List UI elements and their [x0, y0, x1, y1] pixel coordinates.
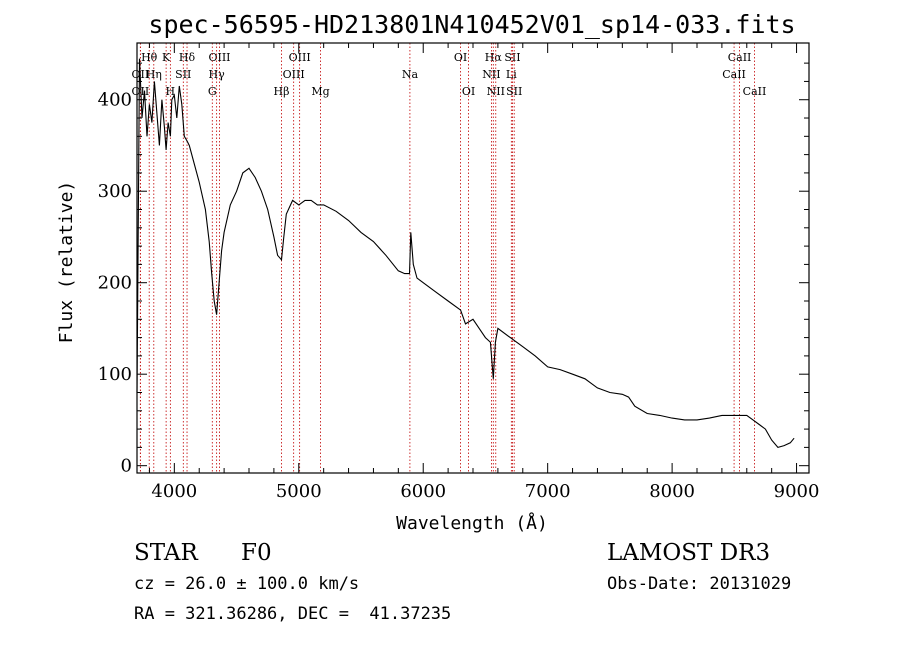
x-tick-label: 9000 [774, 481, 820, 502]
redshift-cz: cz = 26.0 ± 100.0 km/s [134, 574, 360, 594]
line-marker-label: NII [482, 68, 500, 81]
x-tick-label: 4000 [151, 481, 197, 502]
x-tick-label: 7000 [525, 481, 571, 502]
y-axis-label: Flux (relative) [56, 181, 77, 344]
line-marker-label: OIII [289, 51, 311, 64]
line-marker-label: CaII [743, 85, 767, 98]
line-marker-label: Na [402, 68, 419, 81]
line-marker-label: G [208, 85, 217, 98]
line-marker-label: OI [454, 51, 467, 64]
object-class: STAR [134, 540, 198, 566]
line-marker-label: H [166, 85, 176, 98]
y-axis: 0 100 200 300 400 [98, 62, 809, 477]
line-marker-label: Li [506, 68, 517, 81]
line-marker-label: Hγ [209, 68, 226, 81]
spectrum-line [136, 58, 795, 449]
x-tick-label: 5000 [276, 481, 322, 502]
coordinates: RA = 321.36286, DEC = 41.37235 [134, 604, 452, 624]
y-tick-label: 200 [98, 273, 132, 294]
line-marker-label: CaII [728, 51, 752, 64]
plot-frame [136, 42, 810, 474]
survey-label: LAMOST DR3 [607, 540, 771, 566]
line-marker-label: OIII [283, 68, 305, 81]
x-axis-label: Wavelength (Å) [396, 512, 548, 534]
x-tick-label: 6000 [400, 481, 446, 502]
line-marker-label: NII [487, 85, 505, 98]
line-marker-label: SII [175, 68, 191, 81]
line-marker-label: SII [504, 51, 520, 64]
x-axis: 4000 5000 6000 7000 8000 9000 [148, 43, 820, 502]
line-marker-label: Hβ [274, 85, 290, 98]
x-tick-label: 8000 [649, 481, 695, 502]
y-tick-label: 400 [98, 90, 132, 111]
line-marker-label: Hδ [179, 51, 196, 64]
object-subclass: F0 [241, 540, 272, 566]
y-tick-label: 300 [98, 181, 132, 202]
line-marker-label: Mg [311, 85, 329, 98]
line-marker-label: Hη [146, 68, 162, 81]
line-marker-label: Hα [485, 51, 503, 64]
line-marker-label: OI [462, 85, 475, 98]
line-marker-label: OIII [208, 51, 230, 64]
line-marker-label: K [162, 51, 171, 64]
line-marker-label: CaII [722, 68, 746, 81]
line-marker-label: SII [506, 85, 522, 98]
obs-date: Obs-Date: 20131029 [607, 574, 792, 594]
line-marker-label: Hθ [141, 51, 158, 64]
y-tick-label: 100 [98, 364, 132, 385]
y-tick-label: 0 [121, 456, 132, 477]
chart-title: spec-56595-HD213801N410452V01_sp14-033.f… [148, 10, 795, 39]
